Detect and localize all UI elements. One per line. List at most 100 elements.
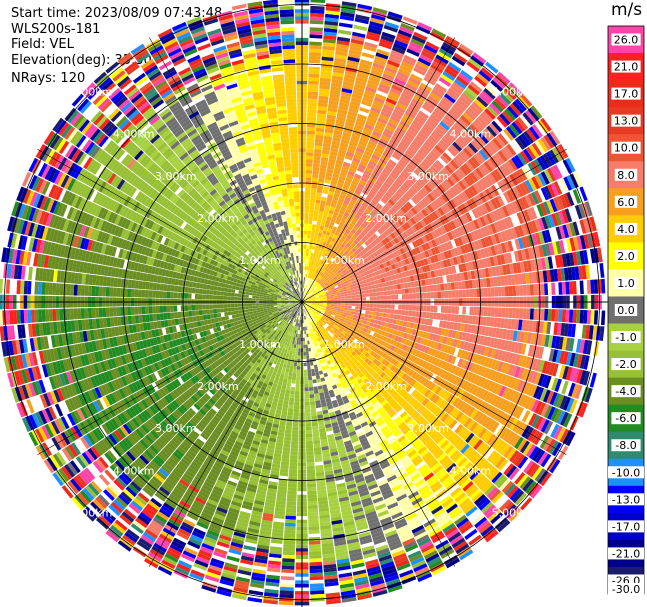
ppi-gate xyxy=(396,33,411,42)
ppi-gate xyxy=(578,203,586,219)
ppi-gate xyxy=(505,160,515,173)
ppi-gate xyxy=(375,311,380,317)
ppi-gate xyxy=(308,536,321,542)
ppi-gate xyxy=(390,216,397,223)
ppi-gate xyxy=(351,297,356,301)
ppi-gate xyxy=(331,199,338,205)
ppi-gate xyxy=(386,271,391,277)
ppi-gate xyxy=(347,308,352,311)
ppi-gate xyxy=(375,180,383,188)
ppi-gate xyxy=(516,117,529,130)
ppi-gate xyxy=(387,265,393,271)
ppi-gate xyxy=(508,158,518,171)
ppi-gate xyxy=(381,107,393,115)
ppi-gate xyxy=(376,120,387,128)
ppi-gate xyxy=(352,131,362,137)
ppi-gate xyxy=(506,84,520,98)
ppi-gate xyxy=(414,254,420,262)
ppi-gate xyxy=(305,162,313,167)
ppi-gate xyxy=(305,277,308,282)
ppi-gate xyxy=(443,283,448,291)
ppi-gate xyxy=(511,121,523,135)
ppi-gate xyxy=(371,153,381,161)
ppi-gate xyxy=(338,102,350,108)
ppi-gate xyxy=(344,303,349,306)
ppi-gate xyxy=(316,120,326,125)
ppi-gate xyxy=(311,271,315,276)
ppi-gate xyxy=(350,219,357,226)
ppi-gate xyxy=(481,90,494,103)
ppi-gate xyxy=(305,273,308,278)
ppi-gate xyxy=(383,230,390,237)
ppi-gate xyxy=(342,184,350,190)
ppi-gate xyxy=(343,288,348,292)
ppi-gate xyxy=(328,244,333,249)
ppi-gate xyxy=(306,472,316,477)
ppi-gate xyxy=(322,256,326,262)
ppi-gate xyxy=(565,223,573,238)
ppi-gate xyxy=(480,227,487,238)
ppi-gate xyxy=(369,292,374,297)
ppi-gate xyxy=(462,213,470,224)
ppi-gate xyxy=(493,255,499,266)
ppi-gate xyxy=(328,291,333,294)
ppi-gate xyxy=(571,323,576,338)
ppi-gate xyxy=(361,287,366,291)
ppi-gate xyxy=(510,319,516,330)
ppi-gate xyxy=(309,259,312,264)
ppi-gate xyxy=(416,260,422,268)
ppi-gate xyxy=(307,109,317,114)
ppi-gate xyxy=(333,166,342,172)
ppi-gate xyxy=(307,234,311,239)
ppi-gate xyxy=(333,61,346,67)
ppi-gate xyxy=(323,186,330,191)
ppi-gate xyxy=(411,240,418,248)
ppi-gate xyxy=(471,208,479,219)
ppi-gate xyxy=(364,313,369,318)
ppi-gate xyxy=(338,105,349,111)
ppi-gate xyxy=(304,262,307,267)
ppi-gate xyxy=(424,234,431,242)
ppi-gate xyxy=(329,266,334,271)
ppi-gate xyxy=(531,176,541,190)
ppi-gate xyxy=(485,85,499,97)
ppi-gate xyxy=(370,69,383,77)
ppi-gate xyxy=(362,153,371,161)
ppi-gate xyxy=(345,229,351,235)
ppi-gate xyxy=(405,201,414,209)
ppi-gate xyxy=(309,282,313,287)
ppi-gate xyxy=(396,102,408,111)
ppi-gate xyxy=(335,47,349,53)
ppi-gate xyxy=(373,304,377,308)
ppi-gate xyxy=(526,260,532,272)
ppi-gate xyxy=(457,167,466,178)
ppi-gate xyxy=(379,80,392,88)
ppi-gate xyxy=(314,293,319,296)
ppi-gate xyxy=(314,286,318,290)
field-label: Field: VEL xyxy=(11,37,74,52)
ppi-gate xyxy=(467,84,481,96)
ppi-gate xyxy=(297,351,301,356)
ppi-gate xyxy=(306,465,315,470)
ppi-gate xyxy=(387,290,391,296)
ppi-gate xyxy=(311,184,318,189)
ppi-gate xyxy=(569,309,574,323)
ppi-gate xyxy=(402,277,408,283)
ppi-gate xyxy=(312,253,317,258)
ppi-gate xyxy=(451,55,466,67)
ppi-gate xyxy=(309,554,322,559)
ppi-gate xyxy=(463,244,470,253)
ppi-gate xyxy=(588,325,594,340)
ppi-gate xyxy=(310,16,324,21)
ppi-gate xyxy=(419,259,426,267)
ppi-gate xyxy=(373,279,379,285)
ppi-gate xyxy=(368,76,381,84)
ppi-gate xyxy=(308,59,321,64)
ppi-gate xyxy=(353,245,359,251)
ppi-gate xyxy=(306,248,309,253)
ppi-gate xyxy=(403,152,413,161)
ppi-gate xyxy=(365,86,377,94)
ppi-gate xyxy=(311,415,318,420)
ppi-gate xyxy=(561,209,569,224)
ppi-gate xyxy=(312,298,316,300)
